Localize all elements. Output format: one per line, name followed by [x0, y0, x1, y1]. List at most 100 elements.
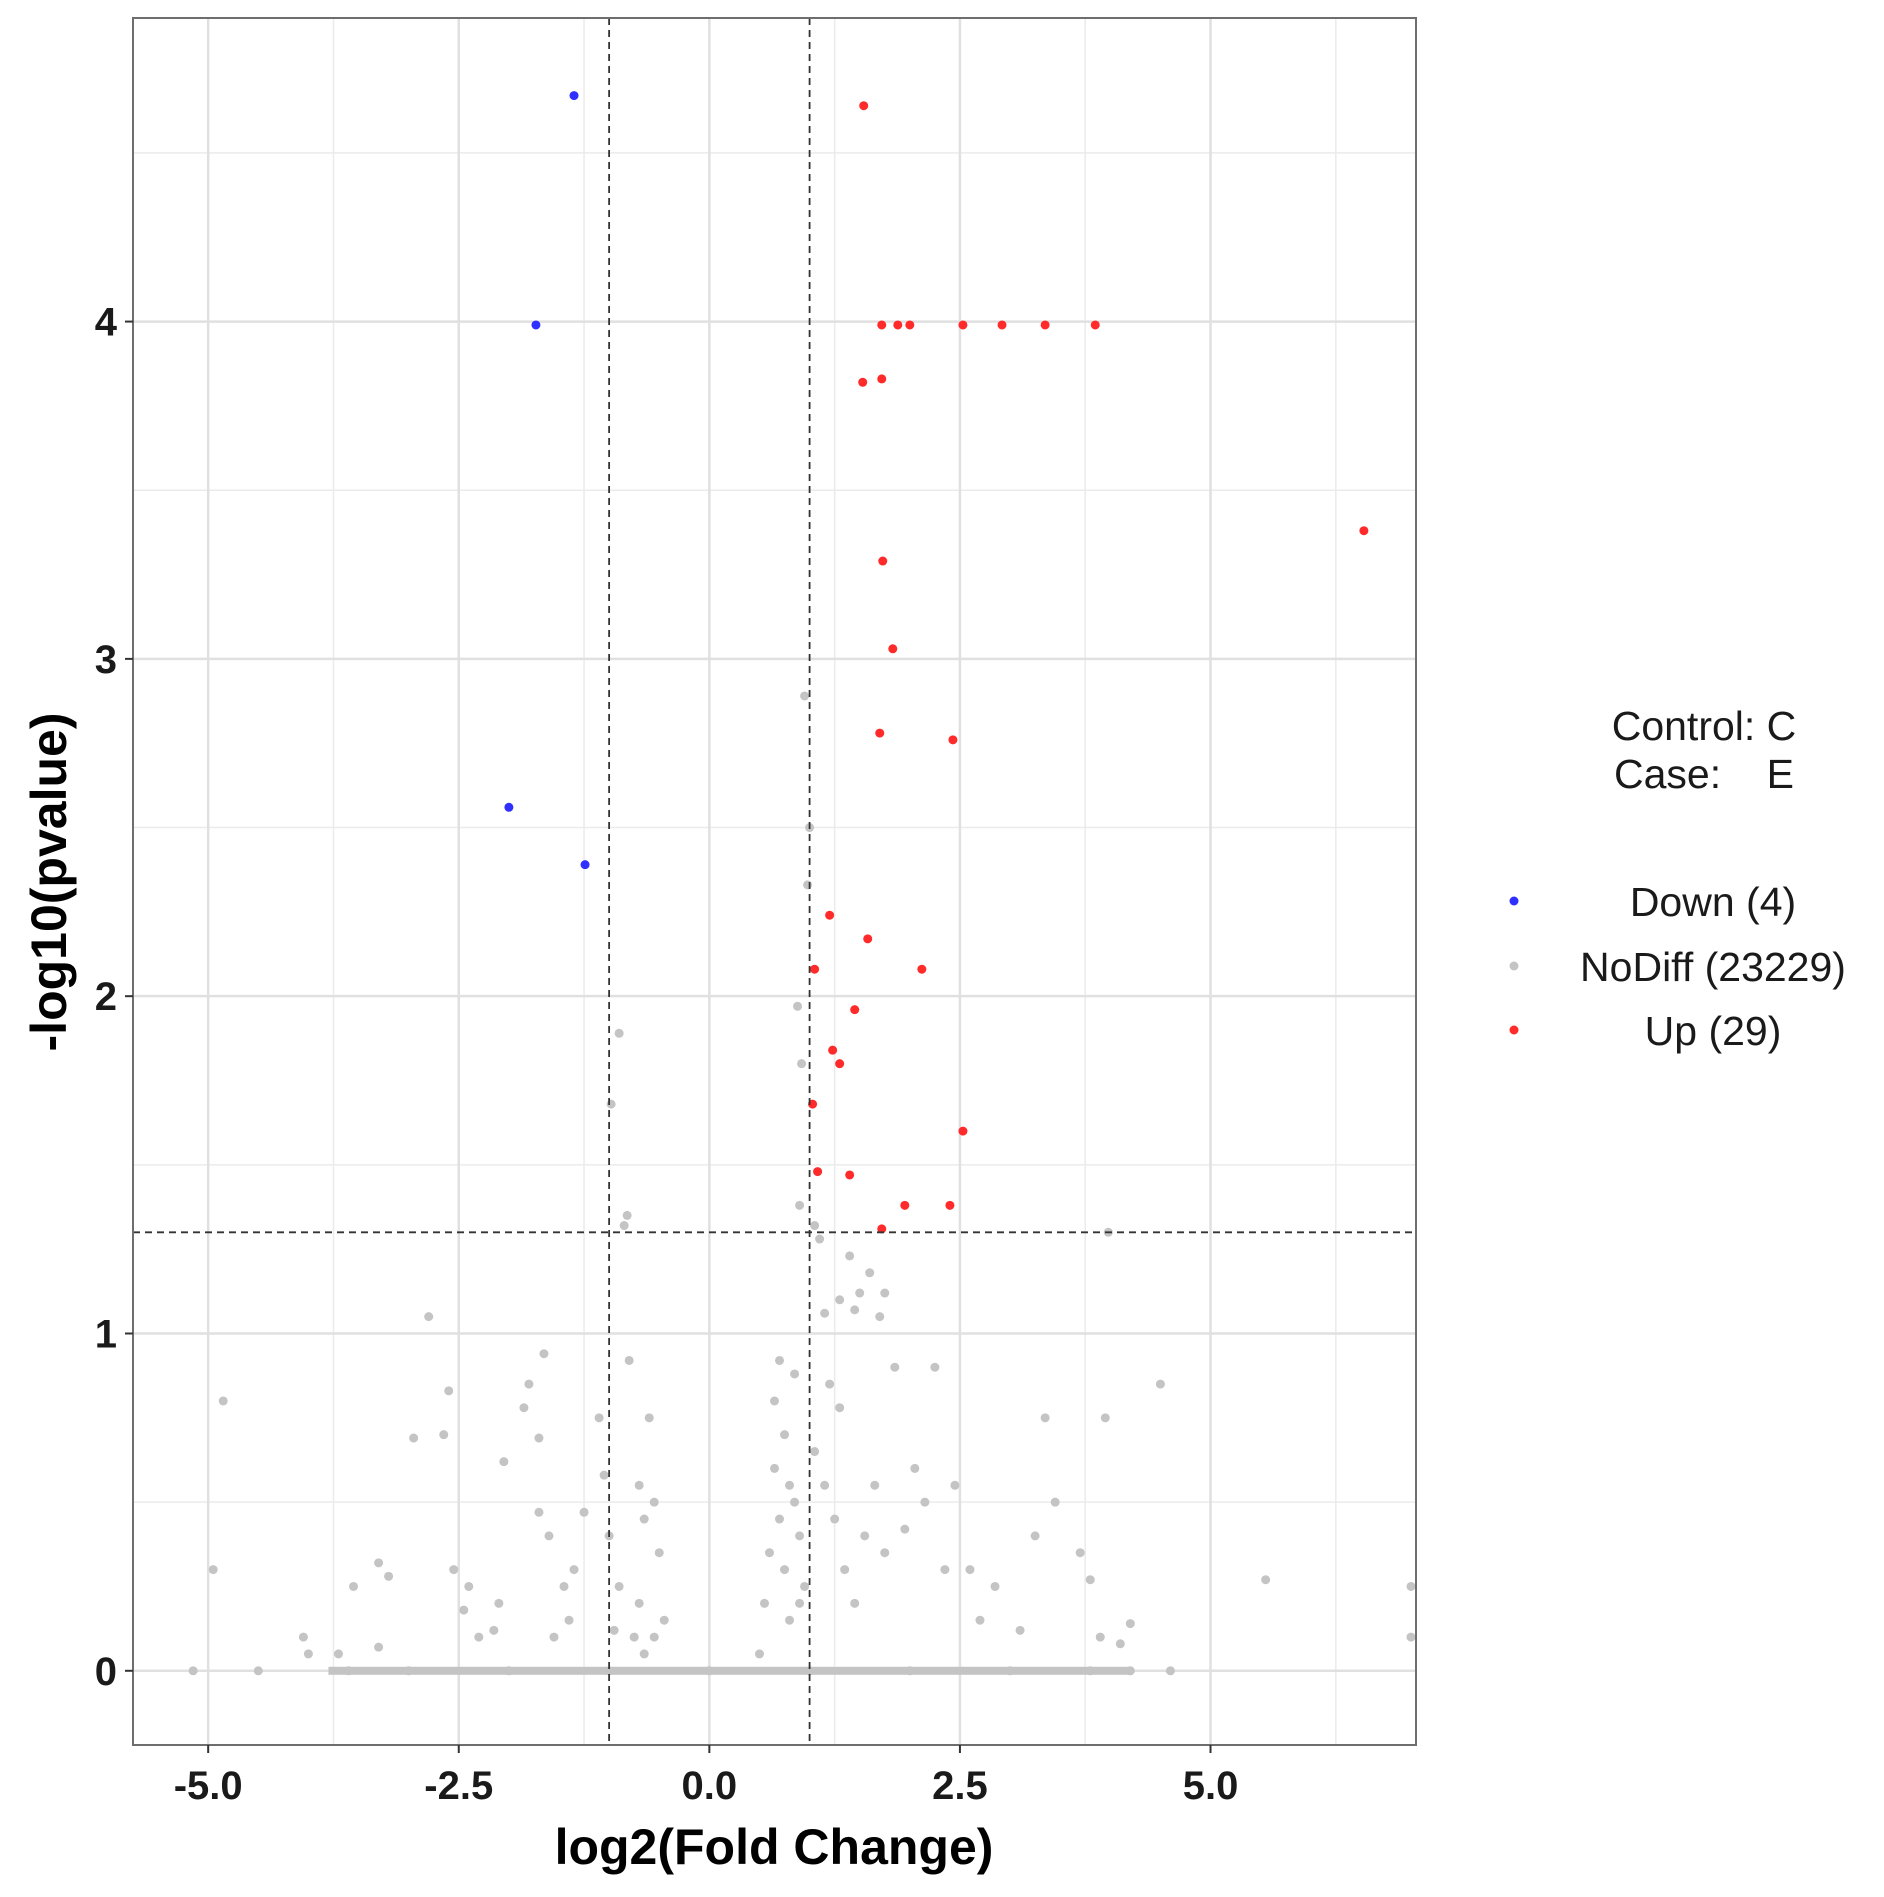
nodiff-point — [797, 1059, 807, 1069]
nodiff-point — [800, 691, 810, 701]
nodiff-point — [793, 1001, 803, 1011]
nodiff-point — [865, 1268, 875, 1278]
up-point — [945, 1200, 955, 1210]
nodiff-point — [1095, 1632, 1105, 1642]
nodiff-point — [624, 1355, 634, 1365]
nodiff-point — [489, 1625, 499, 1635]
nodiff-point — [975, 1615, 985, 1625]
nodiff-point — [569, 1565, 579, 1575]
up-point — [893, 320, 903, 330]
nodiff-point — [614, 1028, 624, 1038]
legend-nodiff-label: NoDiff (23229) — [1580, 944, 1846, 990]
nodiff-point — [549, 1632, 559, 1642]
nodiff-point — [759, 1598, 769, 1608]
down-point — [580, 860, 590, 870]
nodiff-point — [303, 1649, 313, 1659]
up-points — [808, 101, 1369, 1234]
nodiff-point — [544, 1531, 554, 1541]
nodiff-point — [253, 1666, 263, 1676]
legend-down-marker — [1509, 896, 1519, 906]
up-point — [1359, 526, 1369, 536]
nodiff-point — [424, 1312, 434, 1322]
nodiff-point — [333, 1649, 343, 1659]
nodiff-point — [770, 1396, 779, 1406]
nodiff-point — [803, 880, 813, 890]
nodiff-point — [579, 1507, 589, 1517]
legend-down-label: Down (4) — [1630, 879, 1796, 925]
nodiff-point — [790, 1369, 800, 1379]
up-point — [900, 1200, 910, 1210]
up-point — [905, 320, 915, 330]
nodiff-point — [764, 1548, 774, 1558]
up-point — [810, 964, 820, 974]
y-tick-label: 4 — [95, 301, 118, 345]
nodiff-point — [800, 1581, 810, 1591]
nodiff-point — [1040, 1413, 1050, 1423]
nodiff-point — [619, 1221, 629, 1231]
up-point — [878, 556, 888, 566]
nodiff-point — [1075, 1548, 1085, 1558]
nodiff-point — [930, 1362, 940, 1372]
nodiff-point — [855, 1288, 865, 1298]
nodiff-point — [298, 1632, 308, 1642]
nodiff-point — [860, 1531, 870, 1541]
nodiff-point — [850, 1598, 860, 1608]
nodiff-point — [559, 1581, 569, 1591]
nodiff-point — [910, 1463, 920, 1473]
legend-up-label: Up (29) — [1645, 1008, 1782, 1054]
nodiff-point — [810, 1447, 820, 1457]
nodiff-point — [890, 1362, 900, 1372]
nodiff-point — [444, 1386, 454, 1396]
up-point — [917, 964, 927, 974]
nodiff-point — [1100, 1413, 1110, 1423]
nodiff-point — [780, 1430, 790, 1440]
nodiff-point — [649, 1632, 659, 1642]
nodiff-point — [439, 1430, 449, 1440]
nodiff-point — [474, 1632, 484, 1642]
legend-nodiff-marker — [1509, 961, 1519, 971]
nodiff-point — [795, 1531, 805, 1541]
x-axis-title: log2(Fold Change) — [555, 1819, 994, 1875]
legend-up-marker — [1509, 1025, 1519, 1035]
nodiff-point — [614, 1581, 624, 1591]
nodiff-point — [629, 1632, 639, 1642]
control-label: Control: C — [1612, 703, 1797, 749]
nodiff-point — [1155, 1379, 1165, 1389]
nodiff-point — [785, 1480, 795, 1490]
nodiff-point — [835, 1295, 845, 1305]
nodiff-point — [464, 1581, 474, 1591]
nodiff-point — [188, 1666, 198, 1676]
nodiff-point — [654, 1548, 664, 1558]
up-point — [888, 644, 898, 654]
nodiff-point — [810, 1221, 820, 1231]
nodiff-point — [1406, 1581, 1416, 1591]
nodiff-point — [534, 1507, 544, 1517]
nodiff-point — [840, 1565, 850, 1575]
up-point — [863, 934, 873, 944]
threshold-lines — [133, 18, 1416, 1745]
nodiff-point — [870, 1480, 880, 1490]
nodiff-point — [524, 1379, 534, 1389]
y-tick-label: 2 — [95, 975, 117, 1019]
nodiff-point — [900, 1524, 910, 1534]
nodiff-point — [374, 1642, 384, 1652]
nodiff-point — [1030, 1531, 1040, 1541]
nodiff-point — [845, 1251, 855, 1261]
up-point — [875, 728, 885, 738]
nodiff-point — [880, 1548, 890, 1558]
down-points — [504, 91, 590, 870]
up-point — [877, 1224, 887, 1234]
nodiff-point — [1085, 1575, 1095, 1585]
nodiff-point — [374, 1558, 384, 1568]
nodiff-point — [795, 1598, 805, 1608]
nodiff-point — [609, 1625, 619, 1635]
nodiff-point — [795, 1200, 805, 1210]
y-axis-ticks: 0 1 2 3 4 — [95, 301, 133, 1694]
nodiff-point — [835, 1403, 845, 1413]
up-point — [1090, 320, 1100, 330]
nodiff-point — [850, 1305, 860, 1315]
x-tick-label: -5.0 — [174, 1764, 243, 1808]
nodiff-point — [208, 1565, 218, 1575]
